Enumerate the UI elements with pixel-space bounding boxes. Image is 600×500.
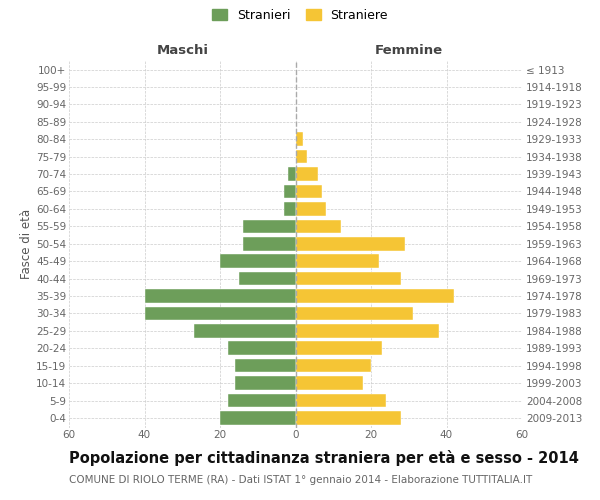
Bar — [296, 359, 371, 372]
Bar — [227, 342, 296, 355]
Text: Femmine: Femmine — [374, 44, 443, 58]
Bar — [296, 168, 318, 181]
Bar — [296, 289, 454, 303]
Bar — [284, 202, 296, 215]
Bar — [145, 306, 296, 320]
Bar — [296, 150, 307, 164]
Bar — [235, 359, 296, 372]
Bar — [296, 184, 322, 198]
Y-axis label: Anni di nascita: Anni di nascita — [597, 200, 600, 288]
Bar — [242, 220, 296, 233]
Bar — [296, 342, 382, 355]
Text: COMUNE DI RIOLO TERME (RA) - Dati ISTAT 1° gennaio 2014 - Elaborazione TUTTITALI: COMUNE DI RIOLO TERME (RA) - Dati ISTAT … — [69, 475, 532, 485]
Bar — [296, 324, 439, 338]
Bar — [296, 306, 413, 320]
Text: Maschi: Maschi — [156, 44, 208, 58]
Bar — [284, 184, 296, 198]
Bar — [145, 289, 296, 303]
Bar — [296, 237, 405, 250]
Bar — [296, 132, 303, 146]
Bar — [296, 202, 326, 215]
Bar — [220, 254, 296, 268]
Bar — [296, 254, 379, 268]
Bar — [235, 376, 296, 390]
Bar — [227, 394, 296, 407]
Y-axis label: Fasce di età: Fasce di età — [20, 208, 33, 279]
Bar — [194, 324, 296, 338]
Bar — [296, 411, 401, 424]
Bar — [288, 168, 296, 181]
Legend: Stranieri, Straniere: Stranieri, Straniere — [209, 6, 391, 24]
Bar — [239, 272, 296, 285]
Bar — [242, 237, 296, 250]
Bar — [296, 394, 386, 407]
Bar — [296, 272, 401, 285]
Bar — [220, 411, 296, 424]
Bar — [296, 376, 364, 390]
Text: Popolazione per cittadinanza straniera per età e sesso - 2014: Popolazione per cittadinanza straniera p… — [69, 450, 579, 466]
Bar — [296, 220, 341, 233]
